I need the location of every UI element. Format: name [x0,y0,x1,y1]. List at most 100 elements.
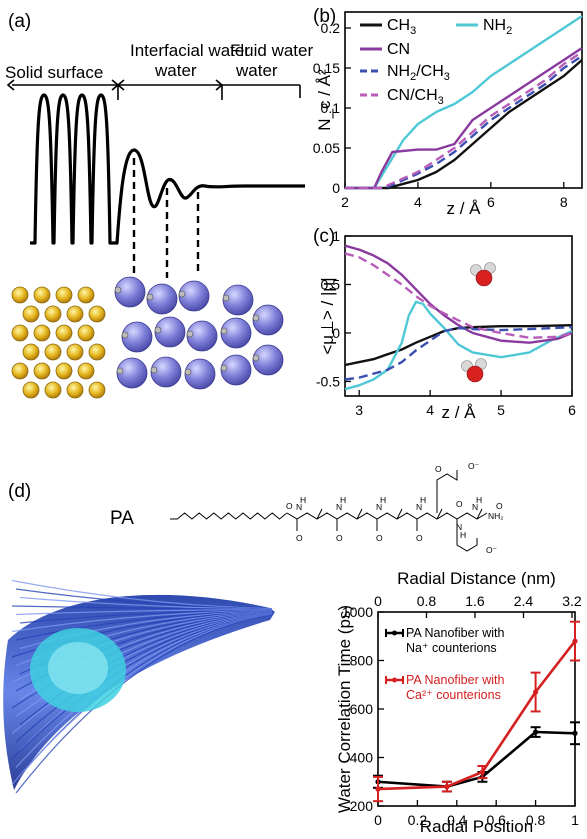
structure-atom-label: N [472,502,478,512]
legend-marker [392,630,397,636]
nanofiber-core-water [48,642,108,694]
water-sphere [252,344,284,376]
structure-atom-label: N [416,502,422,512]
solid-atom [88,343,106,361]
y-tick-label: 0.5 [321,276,341,292]
solid-atom [77,324,95,342]
structure-atom-label: H [380,495,386,505]
solid-atom [11,324,29,342]
structure-atom-label: NH₂ [488,511,504,521]
hydrogen-dot [252,314,260,322]
solid-atom [22,381,40,399]
solid-atom [33,324,51,342]
oxygen-atom [475,269,493,287]
solid-atom [77,362,95,380]
y-tick-label: 1 [332,228,340,244]
peptide-backbone [286,512,488,520]
legend-entry: Ca²⁺ counterions [406,688,501,702]
solid-atom [55,286,73,304]
solid-atom [11,362,29,380]
water-sphere [184,358,216,390]
x-tick-label: 0.8 [526,812,546,828]
x-axis-label: z / Å [441,403,476,422]
water-sphere [222,284,254,316]
chart-b: 2 4 6 8 0 0.05 0.1 0.15 0.2 z / Å N_c / Å² CH3 NH2 CN… [313,11,583,218]
x-tick-label: 0.2 [408,812,428,828]
x-tick-label: 4 [426,402,434,418]
water-sphere [220,354,252,386]
panel-d-label: (d) [8,481,31,502]
series-line [344,252,573,339]
structure-atom-label: N [456,522,462,532]
x-tick-label: 3 [355,402,363,418]
solid-atom [33,286,51,304]
legend-entry: NH2 [483,17,512,37]
region-fluid-water: Fluid water [230,41,313,60]
water-sphere [154,316,186,348]
structure-atom-label: H [300,495,306,505]
top-x-axis-label: Radial Distance (nm) [397,569,556,588]
hydrogen-dot [121,331,129,339]
series-line [344,244,573,344]
region-solid-surface: Solid surface [5,63,103,82]
panel-b-label: (b) [313,6,336,27]
series-line [345,54,583,190]
hydrogen-dot [154,326,162,334]
water-sphere [116,357,148,389]
nanofiber-strand [15,614,273,794]
x-axis-label: z / Å [446,199,481,218]
hydrogen-dot [114,286,122,294]
water-sphere [121,321,153,353]
structure-atom-label: O [456,499,463,509]
y-tick-label: 0 [332,180,340,196]
top-x-tick-label: 1.6 [465,593,485,609]
hydrogen-dot [178,290,186,298]
legend-entry: CN [387,41,410,58]
x-tick-label: 0.6 [486,812,506,828]
glu-side-chain [436,470,458,513]
solid-atom [22,343,40,361]
region-interfacial-water-line2: water [154,61,197,80]
water-sphere [220,317,252,349]
y-axis-label: N_c / Å² [315,69,334,131]
nanofiber-image [3,579,275,794]
hydrogen-dot [220,364,228,372]
structure-atom-label: O [496,501,503,511]
y-tick-label: 1000 [342,604,373,620]
structure-atom-label: O [435,464,442,474]
structure-atom-label: H [340,495,346,505]
x-tick-label: 4 [414,194,422,210]
structure-atom-label: O [416,533,423,543]
chart-c: 3 4 5 6 -0.5 0 0.5 1 z / Å <μ⊥> / |μ| [316,228,576,422]
region-interfacial-water: Interfacial water [130,41,250,60]
structure-atom-label: O⁻ [468,461,480,471]
structure-atom-label: O [286,501,293,511]
bond [476,508,483,520]
nanofiber-strand [15,588,273,610]
hydrogen-dot [146,293,154,301]
oxygen-atom [466,365,484,383]
molecular-lattice [11,276,284,399]
data-point [444,784,450,790]
hydrogen-dot [186,330,194,338]
y-tick-label: 0.2 [321,20,341,36]
series-line [345,50,583,190]
water-molecule-up-icon [470,262,496,287]
density-curve [30,93,305,245]
data-point [533,689,539,695]
data-point [572,730,578,736]
structure-atom-label: H [460,530,466,540]
y-tick-label: 600 [350,701,374,717]
legend-entry: PA Nanofiber with [406,626,504,640]
bond [396,508,403,520]
series-line [345,46,583,190]
solid-atom [77,286,95,304]
solid-atom [88,381,106,399]
top-x-tick-label: 0 [374,593,382,609]
series-line [377,640,577,791]
water-molecule-down-icon [461,358,487,383]
data-point [375,786,381,792]
plot-frame [344,11,583,189]
water-sphere [114,276,146,308]
